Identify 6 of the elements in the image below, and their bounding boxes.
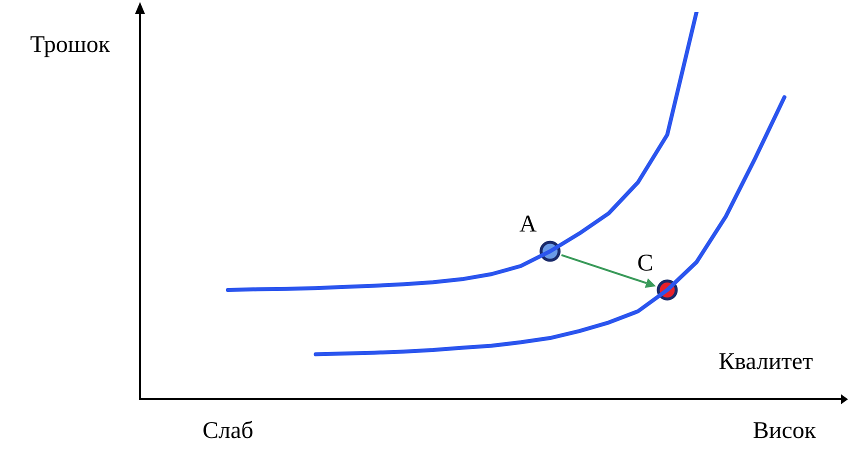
series-label: C — [637, 250, 654, 276]
x-tick-label: Слаб — [202, 418, 254, 444]
series-label: A — [519, 212, 538, 238]
x-tick-label: Висок — [752, 418, 816, 444]
x-axis-title: Квалитет — [718, 349, 813, 376]
y-axis-title: Трошок — [30, 32, 110, 59]
